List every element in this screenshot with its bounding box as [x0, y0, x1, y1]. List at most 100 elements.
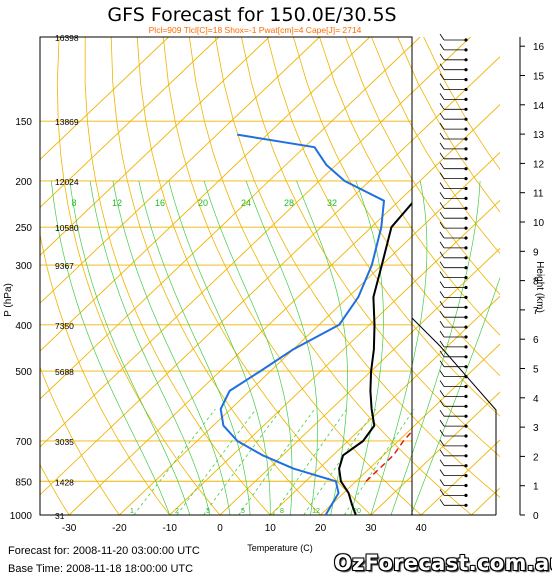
height-label: 1428 — [55, 477, 74, 487]
wind-barb-dot — [464, 68, 468, 72]
height-tick-label: 5 — [533, 365, 539, 376]
mixing-ratio-bottom-label: 3 — [206, 508, 210, 515]
mixing-ratio-label: 12 — [112, 198, 122, 208]
mixing-ratio-bottom-label: 1 — [130, 508, 134, 515]
wind-barb-flag — [439, 469, 445, 476]
height-tick-label: 10 — [533, 218, 545, 229]
pressure-tick-label: 700 — [15, 437, 32, 448]
height-tick-label: 1 — [533, 482, 539, 493]
isotherm-line — [40, 56, 500, 496]
wind-barb-flag — [439, 132, 445, 140]
wind-barb-flag — [439, 350, 445, 358]
wind-barb-flag — [439, 281, 445, 288]
mixing-ratio-bottom-label: 8 — [280, 508, 284, 515]
wind-barb-flag — [439, 459, 445, 466]
height-tick-label: 13 — [533, 130, 545, 141]
temperature-tick-label: 30 — [365, 523, 377, 534]
wind-barb-flag — [439, 400, 445, 407]
isotherm-line — [40, 37, 320, 304]
dry-adiabat — [40, 232, 171, 515]
mixing-ratio-line — [133, 408, 216, 515]
wind-barb-flag — [439, 241, 445, 249]
moist-adiabat — [390, 180, 481, 515]
height-tick-label: 11 — [533, 189, 544, 200]
wind-barb-flag — [439, 479, 445, 486]
mixing-ratio-line — [344, 408, 415, 515]
forecast-value: 2008-11-20 03:00:00 UTC — [72, 545, 200, 557]
base-time-row: Base Time: 2008-11-18 18:00:00 UTC — [8, 563, 193, 575]
height-label: 31 — [55, 511, 65, 521]
moist-adiabat — [370, 180, 428, 515]
temperature-tick-label: -30 — [62, 523, 77, 534]
wind-barb-flag — [439, 63, 445, 70]
wind-barb-dot — [464, 256, 468, 260]
pressure-tick-label: 300 — [15, 261, 32, 272]
plot-frame — [39, 36, 413, 516]
stability-indices: Plcl=909 Tlcl[C]=18 Shox=-1 Pwat[cm]=4 C… — [148, 25, 362, 35]
wind-barb-dot — [464, 355, 468, 359]
wind-barb-flag — [439, 53, 445, 61]
dry-adiabat — [345, 37, 500, 296]
chart-title: GFS Forecast for 150.0E/30.5S — [107, 4, 397, 26]
wind-barb-dot — [464, 365, 468, 369]
dry-adiabat — [84, 37, 271, 515]
series-temperature-line — [338, 201, 412, 515]
dry-adiabat — [40, 365, 120, 515]
wind-barb-dot — [464, 276, 468, 280]
pressure-tick-label: 850 — [15, 477, 32, 488]
mixing-ratio-line — [303, 408, 377, 515]
wind-barb-flag — [439, 93, 445, 100]
wind-barb-dot — [464, 97, 468, 101]
temperature-tick-label: 10 — [265, 523, 277, 534]
isotherm-line — [40, 37, 471, 448]
forecast-label: Forecast for: — [8, 545, 70, 557]
wind-barb-dot — [464, 196, 468, 200]
wind-barb-dot — [464, 246, 468, 250]
isotherm-line — [119, 151, 500, 515]
temperature-tick-label: 40 — [416, 523, 428, 534]
wind-barb-dot — [464, 335, 468, 339]
pressure-tick-label: 1000 — [10, 511, 33, 522]
wind-barb-flag — [439, 33, 445, 41]
mixing-ratio-line — [203, 408, 282, 515]
series-dewpoint-line — [219, 133, 385, 515]
height-label: 10580 — [55, 223, 79, 233]
pressure-tick-label: 200 — [15, 177, 32, 188]
mixing-ratio-label: 20 — [198, 198, 208, 208]
pressure-tick-label: 500 — [15, 367, 32, 378]
isotherm-line — [40, 37, 270, 256]
wind-barb-dot — [464, 137, 468, 141]
wind-barb-dot — [464, 78, 468, 82]
brand-logo: OzForecast.com.au — [334, 551, 552, 575]
wind-barb-dot — [464, 325, 468, 329]
temperature-tick-label: 20 — [315, 523, 327, 534]
height-label: 12024 — [55, 177, 79, 187]
wind-barb-flag — [439, 499, 445, 506]
isotherm-line — [370, 391, 500, 515]
wind-barb-dot — [464, 167, 468, 171]
mixing-ratio-bottom-label: 20 — [353, 508, 361, 515]
wind-barb-flag — [439, 221, 445, 229]
wind-barb-dot — [464, 454, 468, 458]
wind-barb-flag — [439, 419, 445, 427]
wind-barb-flag — [439, 112, 445, 120]
height-label: 9367 — [55, 261, 74, 271]
wind-barb-flag — [439, 291, 445, 298]
wind-barb-flag — [439, 231, 445, 239]
isotherm-line — [68, 103, 500, 515]
wind-barb-flag — [439, 429, 445, 437]
wind-barb-dot — [464, 503, 468, 507]
wind-barb-flag — [439, 152, 445, 160]
mixing-ratio-label: 16 — [155, 198, 165, 208]
wind-barb-flag — [439, 202, 445, 209]
wind-barb-flag — [439, 271, 445, 278]
wind-barb-dot — [464, 38, 468, 42]
wind-barb-dot — [464, 107, 468, 111]
temperature-tick-label: 0 — [217, 523, 223, 534]
dry-adiabat — [162, 37, 422, 515]
wind-barb-flag — [439, 301, 445, 308]
wind-barb-dot — [464, 117, 468, 121]
mixing-ratio-label: 32 — [327, 198, 337, 208]
wind-barb-dot — [464, 147, 468, 151]
